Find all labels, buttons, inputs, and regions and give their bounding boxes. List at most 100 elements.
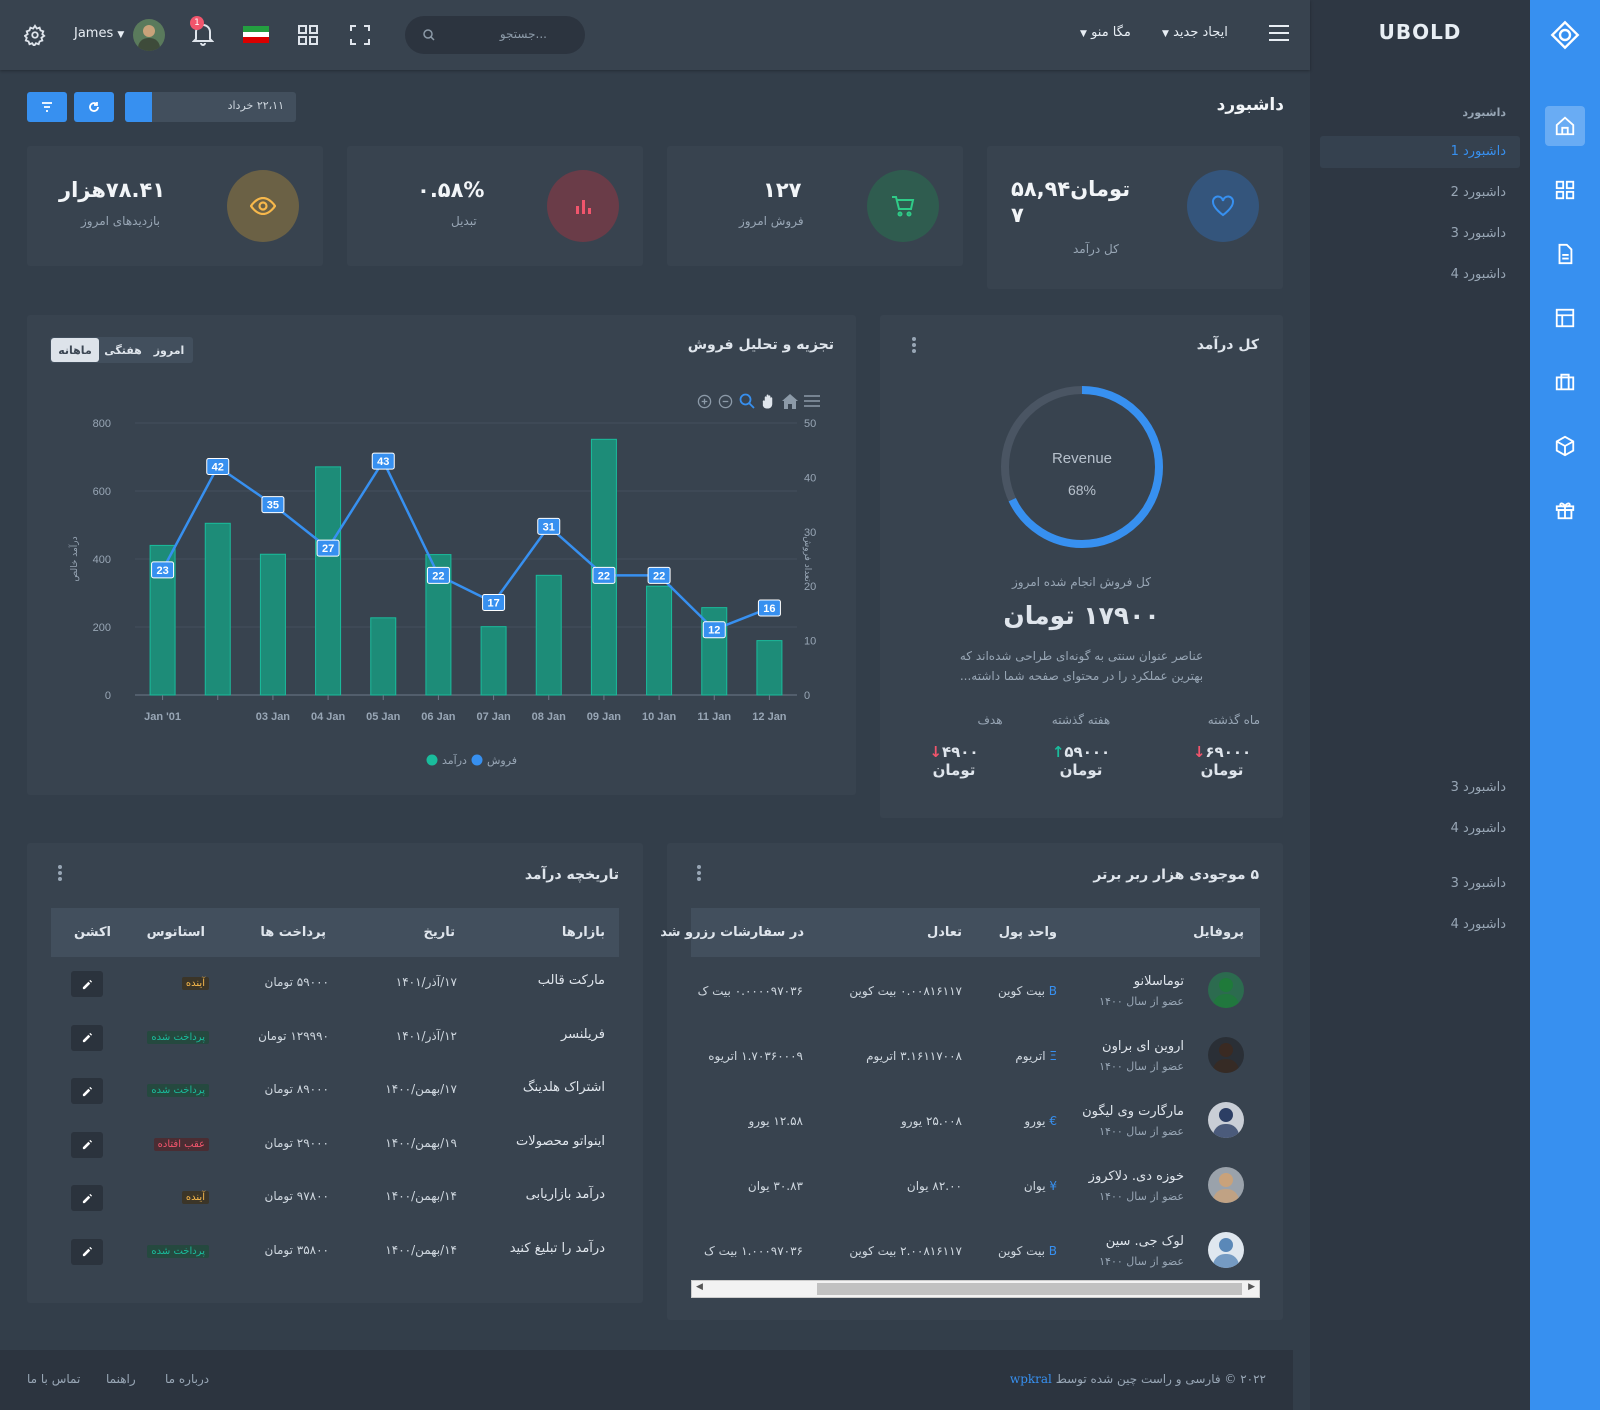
sidebar-item-dashboard-3[interactable]: داشبورد 3 (1450, 226, 1506, 241)
metric-label: ماه گذشته (1207, 713, 1260, 727)
footer-link-about[interactable]: درباره ما (165, 1372, 210, 1386)
sidebar-item-dashboard-3c[interactable]: داشبورد 3 (1450, 876, 1506, 891)
settings-gear-icon[interactable] (23, 24, 46, 49)
reset-home-icon[interactable] (782, 393, 798, 409)
fullscreen-icon[interactable] (350, 25, 370, 48)
tab-today[interactable]: امروز (153, 343, 185, 357)
holder-name[interactable]: لوک جی. سین (1105, 1234, 1184, 1249)
cell-date: ۱۷/آذر/۱۴۰۱ (395, 975, 457, 989)
chevron-down-icon: ▼ (1080, 29, 1087, 39)
footer-link-contact[interactable]: تماس با ما (27, 1372, 81, 1386)
refresh-button[interactable] (74, 92, 114, 122)
edit-button[interactable] (71, 971, 103, 997)
briefcase-icon[interactable] (1545, 362, 1585, 402)
sidebar-item-dashboard-1[interactable]: داشبورد 1 (1450, 144, 1506, 159)
notification-bell-icon[interactable]: 1 (190, 16, 215, 49)
cell-date: ۱۲/آذر/۱۴۰۱ (395, 1028, 457, 1043)
iran-flag-icon[interactable] (243, 26, 269, 43)
icon-rail (1530, 0, 1600, 1410)
edit-button[interactable] (71, 1024, 103, 1051)
edit-button[interactable] (71, 1131, 103, 1158)
chart-menu-icon[interactable] (804, 394, 820, 408)
gift-icon[interactable] (1545, 490, 1585, 530)
card-menu-icon[interactable] (697, 865, 701, 881)
eye-icon (227, 170, 299, 242)
app-logo-icon[interactable] (1550, 20, 1580, 50)
layout-icon[interactable] (1545, 298, 1585, 338)
status-badge: آینده (181, 1191, 209, 1204)
currency-icon: B (1048, 984, 1057, 998)
grid-icon[interactable] (1545, 170, 1585, 210)
sidebar-item-dashboard-4c[interactable]: داشبورد 4 (1450, 917, 1506, 932)
zoom-out-icon[interactable] (718, 394, 733, 409)
user-avatar[interactable] (133, 19, 165, 51)
cell-market: اشتراک هلدینگ (522, 1080, 605, 1095)
sidebar-item-dashboard-4b[interactable]: داشبورد 4 (1450, 821, 1506, 836)
total-revenue-title: کل درآمد (1196, 337, 1259, 353)
data-label-box (647, 566, 671, 584)
date-picker[interactable]: ۲۲،۱۱ خرداد (125, 92, 296, 122)
pan-hand-icon[interactable] (761, 393, 776, 409)
col-status: استاتوس (146, 925, 205, 940)
holder-name[interactable]: مارگارت وی لیگون (1082, 1104, 1184, 1119)
legend-label-sales: فروش (487, 754, 517, 767)
filter-button[interactable] (27, 92, 67, 122)
tab-monthly[interactable]: ماهانه (51, 338, 99, 362)
holder-name[interactable]: توماسلانو (1133, 974, 1184, 989)
currency-icon: B (1048, 1244, 1057, 1258)
edit-button[interactable] (71, 1078, 103, 1104)
y-axis-title-right: تعداد فروش (802, 536, 812, 582)
scroll-left-arrow-icon[interactable]: ◀ (696, 1282, 703, 1292)
table-row: توماسلانو عضو از سال ۱۴۰۰ B بیت کوین ۰.۰… (691, 960, 1260, 1024)
pencil-icon (82, 1139, 92, 1150)
create-new-dropdown[interactable]: ایجاد جدید ▼ (1162, 25, 1228, 40)
search-box[interactable]: جستجو... (405, 16, 585, 54)
bar-5 (370, 617, 397, 696)
footer: ۲۰۲۲ © فارسی و راست چین شده توسط wpkral … (0, 1350, 1293, 1410)
cell-market: فریلنسر (560, 1026, 605, 1042)
y-tick-left: 200 (93, 622, 111, 634)
sidebar-active-highlight (1320, 136, 1520, 168)
brand-logo[interactable]: UBOLD (1378, 20, 1462, 44)
status-badge: پرداخت شده (147, 1030, 209, 1044)
hamburger-menu-icon[interactable] (1268, 24, 1290, 45)
tab-weekly[interactable]: هفتگی (104, 343, 142, 357)
mega-menu-dropdown[interactable]: مگا منو ▼ (1080, 25, 1131, 40)
card-menu-icon[interactable] (58, 865, 62, 881)
document-icon[interactable] (1545, 234, 1585, 274)
search-input[interactable]: جستجو... (499, 27, 547, 41)
holder-reserved: ۱۲.۵۸ یورو (748, 1114, 803, 1128)
sidebar-item-dashboard-2[interactable]: داشبورد 2 (1450, 185, 1506, 200)
zoom-in-icon[interactable] (697, 394, 712, 409)
author-link[interactable]: wpkral (1009, 1372, 1052, 1386)
cell-amount: ۳۵۸۰۰ تومان (264, 1242, 329, 1257)
selection-zoom-icon[interactable] (739, 393, 755, 409)
metric-last-week: هفته گذشته (1020, 713, 1142, 727)
edit-button[interactable] (71, 1185, 103, 1211)
sidebar-item-dashboard-3b[interactable]: داشبورد 3 (1450, 780, 1506, 795)
data-label: 22 (598, 570, 610, 582)
apps-grid-icon[interactable] (298, 25, 318, 48)
metric-value-last-week: ↑۵۹۰۰۰ تومان (1028, 743, 1134, 779)
package-icon[interactable] (1545, 426, 1585, 466)
stat-card-today-sales: ۱۲۷ فروش امروز (667, 146, 963, 266)
user-menu-dropdown[interactable]: ▼ James (74, 26, 124, 41)
edit-button[interactable] (71, 1238, 103, 1265)
footer-link-help[interactable]: راهنما (106, 1372, 136, 1386)
scrollbar-thumb[interactable] (817, 1283, 1242, 1295)
holder-name[interactable]: خوزه دی. دلاکروز (1088, 1169, 1184, 1184)
cell-date: ۱۴/بهمن/۱۴۰۰ (385, 1189, 457, 1203)
pencil-icon (82, 1193, 92, 1203)
scroll-right-arrow-icon[interactable]: ▶ (1248, 1282, 1255, 1292)
stat-card-total-revenue: تومان۵۸,۹۴ ۷ کل درآمد (987, 146, 1283, 289)
home-icon[interactable] (1545, 106, 1585, 146)
card-menu-icon[interactable] (912, 337, 916, 353)
sidebar: UBOLD داشبورد داشبورد 1 داشبورد 2 داشبور… (1310, 0, 1530, 1410)
stat-label-total-revenue: کل درآمد (1073, 242, 1119, 256)
table-row: مارگارت وی لیگون عضو از سال ۱۴۰۰ € یورو … (691, 1090, 1260, 1154)
cell-amount: ۸۹۰۰۰ تومان (264, 1082, 329, 1096)
horizontal-scrollbar[interactable]: ◀ ▶ (691, 1280, 1260, 1298)
holder-name[interactable]: اروین ای براون (1102, 1039, 1184, 1054)
sidebar-item-dashboard-4[interactable]: داشبورد 4 (1450, 267, 1506, 282)
y-axis-title-left: درآمد خالص (68, 536, 80, 581)
